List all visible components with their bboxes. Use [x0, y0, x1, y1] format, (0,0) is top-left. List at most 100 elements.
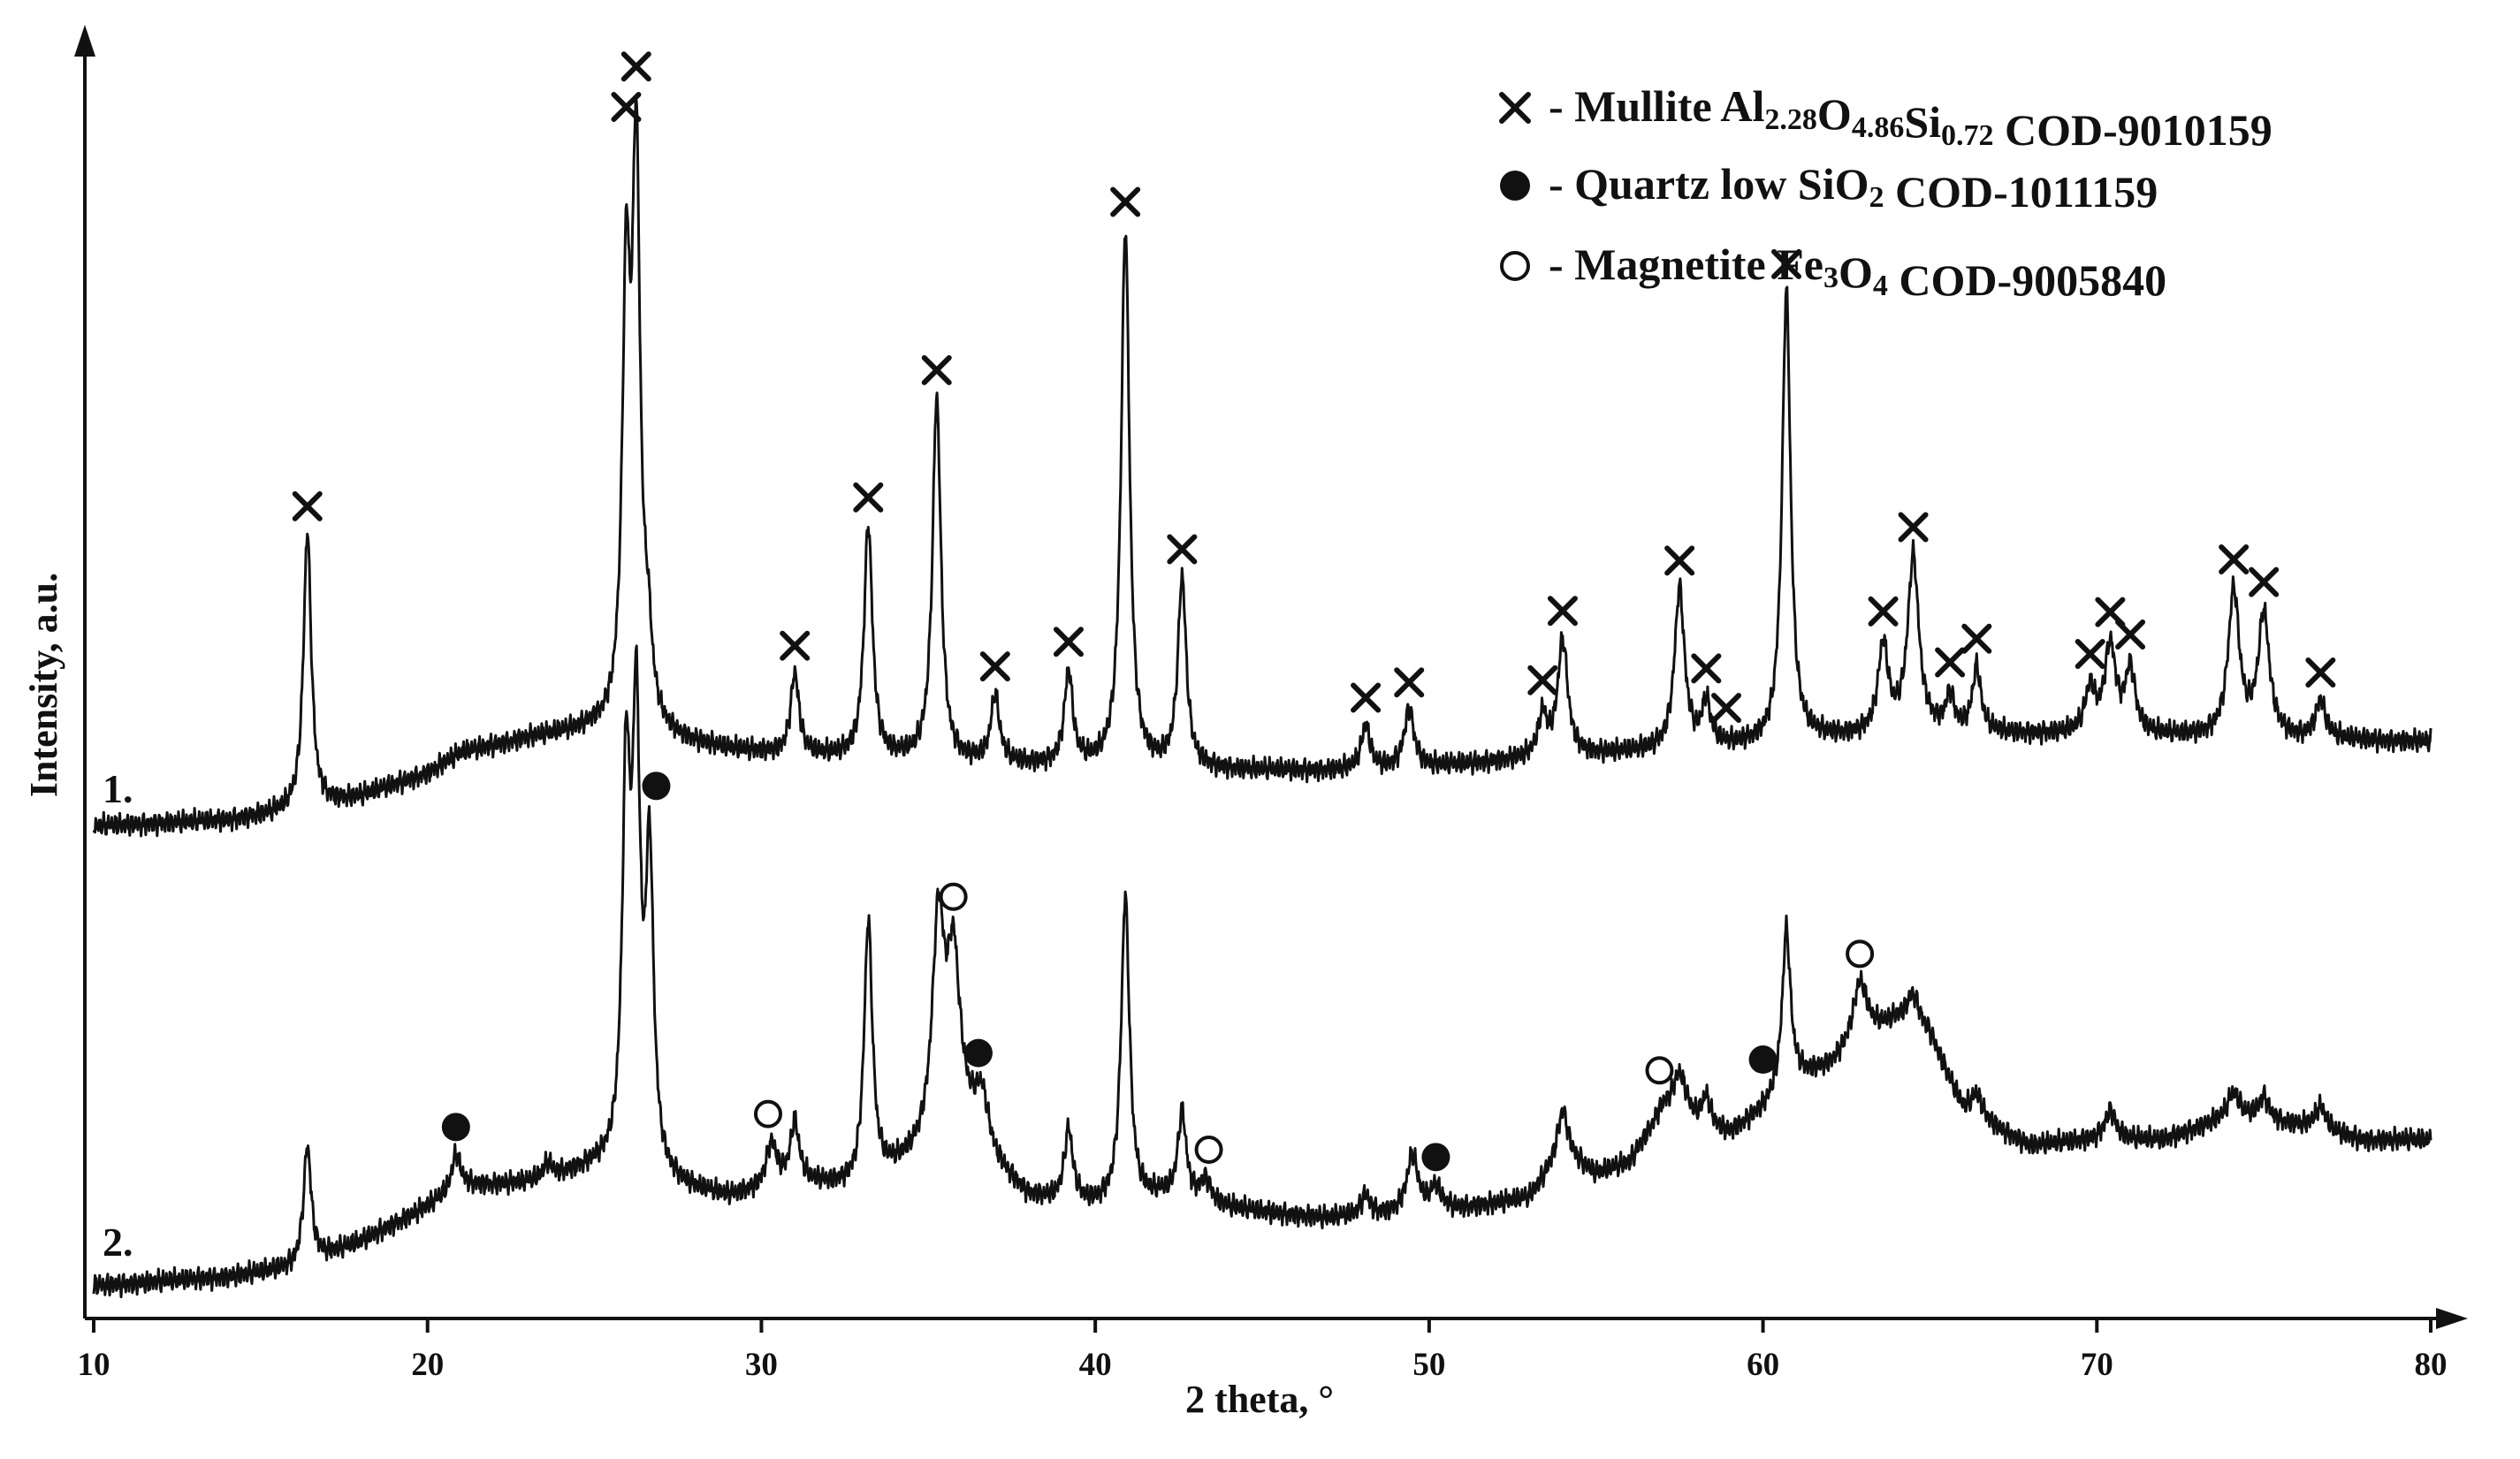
mullite-marker [1351, 682, 1382, 713]
mullite-marker [780, 630, 811, 661]
mullite-marker [1898, 512, 1929, 543]
x-tick-label: 70 [2081, 1347, 2113, 1383]
x-tick-label: 80 [2415, 1347, 2448, 1383]
legend-subscript: 3 [1823, 262, 1839, 294]
mullite-marker [2075, 638, 2105, 669]
legend-text-part: O [1817, 89, 1852, 139]
cross-stroke [620, 51, 651, 82]
quartz-marker [963, 1038, 993, 1068]
cross-stroke [2075, 638, 2105, 669]
phase-markers [292, 51, 2336, 1172]
legend-text-part: COD-1011159 [1884, 167, 2158, 217]
legend-entry: - Magnetite Fe3O4 COD-9005840 [1549, 239, 2166, 305]
legend-entry: - Quartz low SiO2 COD-1011159 [1549, 159, 2158, 217]
quartz-marker [1748, 1045, 1778, 1075]
legend-text-part: Magnetite Fe [1574, 239, 1823, 289]
mullite-marker [1110, 186, 1141, 217]
mullite-marker [1961, 623, 1992, 654]
mullite-marker [1935, 647, 1966, 678]
cross-stroke [1053, 627, 1084, 657]
diffraction-curves: 1. 2. [92, 95, 2432, 1299]
x-tick-label: 50 [1412, 1347, 1445, 1383]
mullite-marker [1527, 665, 1558, 695]
y-axis-arrow [74, 25, 95, 57]
legend-text-part: Si [1904, 97, 1941, 147]
series-1-line [92, 95, 2432, 838]
mullite-marker [921, 354, 952, 385]
cross-stroke [1547, 596, 1578, 627]
quartz-marker [441, 1113, 470, 1142]
legend-subscript: 4.86 [1852, 111, 1905, 144]
cross-stroke [1868, 596, 1899, 627]
legend-text-part: Quartz low SiO [1574, 159, 1869, 209]
series-2-line [92, 644, 2432, 1299]
series-2-label: 2. [103, 1220, 133, 1265]
x-tick-label: 30 [745, 1347, 778, 1383]
cross-stroke [1898, 512, 1929, 543]
legend-subscript: 4 [1873, 270, 1888, 302]
magnetite-marker [1846, 939, 1875, 969]
legend-entry: - Mullite Al2.28O4.86Si0.72 COD-9010159 [1549, 81, 2273, 155]
cross-stroke [1935, 647, 1966, 678]
mullite-marker [1771, 248, 1802, 279]
cross-stroke [1771, 248, 1802, 279]
x-tick-label: 40 [1079, 1347, 1112, 1383]
cross-stroke [1351, 682, 1382, 713]
mullite-marker [1868, 596, 1899, 627]
mullite-marker [853, 482, 884, 513]
magnetite-marker [753, 1099, 782, 1128]
cross-stroke [780, 630, 811, 661]
x-tick-label: 60 [1747, 1347, 1779, 1383]
plot-area: 1. 2. [92, 51, 2432, 1299]
cross-stroke [1711, 693, 1742, 724]
legend-subscript: 2.28 [1764, 103, 1817, 136]
legend-subscript: 2 [1869, 181, 1884, 214]
cross-stroke [1167, 534, 1198, 565]
cross-stroke [2115, 619, 2146, 650]
mullite-marker [2305, 657, 2336, 688]
legend-text-part: COD-9005840 [1888, 255, 2166, 305]
mullite-marker [1711, 693, 1742, 724]
cross-stroke [1664, 545, 1695, 576]
legend-filled-circle-icon [1500, 171, 1530, 201]
x-axis-arrow [2436, 1308, 2468, 1329]
magnetite-marker [1645, 1056, 1674, 1085]
cross-stroke [2249, 566, 2280, 597]
magnetite-marker [1194, 1135, 1223, 1164]
cross-stroke [921, 354, 952, 385]
mullite-marker [2115, 619, 2146, 650]
cross-stroke [979, 651, 1010, 682]
cross-stroke [853, 482, 884, 513]
cross-stroke [2219, 544, 2250, 575]
x-tick-label: 10 [78, 1347, 110, 1383]
legend-dash: - [1549, 81, 1574, 131]
mullite-marker [1547, 596, 1578, 627]
cross-stroke [1961, 623, 1992, 654]
quartz-marker [1421, 1143, 1450, 1172]
legend-text-part: Mullite Al [1574, 81, 1764, 131]
legend-subscript: 0.72 [1941, 119, 1994, 152]
legend-text-part: O [1839, 247, 1873, 297]
mullite-marker [979, 651, 1010, 682]
x-axis: 10 20 30 40 50 60 70 80 2 theta, ° [78, 1308, 2468, 1421]
x-tick-label: 20 [411, 1347, 444, 1383]
mullite-marker [1394, 667, 1425, 698]
cross-stroke [1691, 653, 1722, 684]
x-tick-group: 10 20 30 40 50 60 70 80 [78, 1318, 2448, 1383]
mullite-marker [1691, 653, 1722, 684]
cross-stroke [1527, 665, 1558, 695]
cross-stroke [1394, 667, 1425, 698]
legend-cross-icon [1499, 92, 1531, 124]
cross-stroke [2095, 597, 2126, 627]
legend: - Mullite Al2.28O4.86Si0.72 COD-9010159 … [1499, 81, 2273, 305]
legend-text-part: COD-9010159 [1994, 105, 2273, 155]
mullite-marker [1664, 545, 1695, 576]
mullite-marker [611, 92, 642, 123]
series-1-label: 1. [103, 766, 133, 811]
legend-open-circle-icon [1500, 251, 1530, 281]
mullite-marker [2249, 566, 2280, 597]
y-axis: Intensity, a.u. [22, 25, 95, 1318]
cross-stroke [2305, 657, 2336, 688]
cross-stroke [292, 490, 323, 521]
